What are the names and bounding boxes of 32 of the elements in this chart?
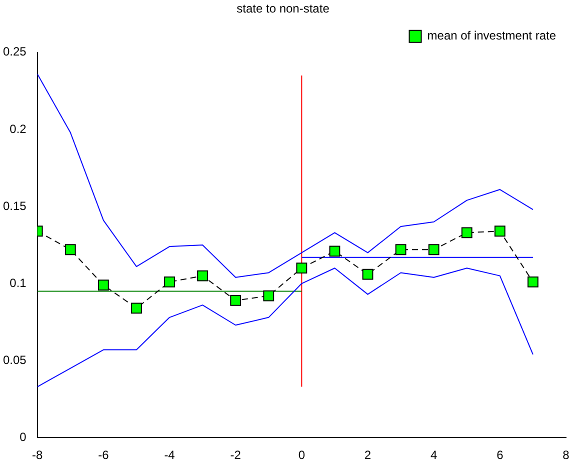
point — [164, 276, 175, 288]
point — [362, 268, 374, 280]
x-tick-label: 4 — [430, 448, 438, 462]
legend-label: mean of investment rate — [427, 28, 556, 43]
x-tick-label: -2 — [230, 448, 242, 462]
point — [197, 270, 208, 282]
x-tick-label: -6 — [98, 448, 110, 462]
y-tick-label: 0 — [20, 430, 27, 444]
x-tick-label: 8 — [562, 448, 570, 462]
y-tick-label: 0.05 — [2, 352, 27, 367]
x-tick-label: 6 — [496, 448, 504, 462]
x-tick-label: -4 — [164, 448, 176, 462]
point — [64, 244, 76, 256]
chart-title: state to non-state — [236, 2, 330, 16]
x-tick-label: 0 — [298, 448, 306, 462]
point — [230, 295, 242, 306]
y-tick-label: 0.1 — [10, 276, 27, 290]
point — [263, 290, 274, 302]
point — [98, 280, 109, 291]
y-tick-label: 0.15 — [2, 198, 27, 213]
point — [428, 244, 440, 256]
point — [461, 227, 472, 238]
point — [296, 262, 308, 274]
point — [494, 226, 506, 237]
point — [329, 246, 340, 257]
y-tick-label: 0.2 — [10, 122, 27, 136]
x-tick-label: -8 — [32, 448, 44, 462]
point — [131, 302, 142, 314]
point — [395, 244, 406, 256]
y-tick-label: 0.25 — [2, 44, 27, 59]
x-tick-label: 2 — [364, 448, 372, 462]
point — [528, 276, 538, 288]
